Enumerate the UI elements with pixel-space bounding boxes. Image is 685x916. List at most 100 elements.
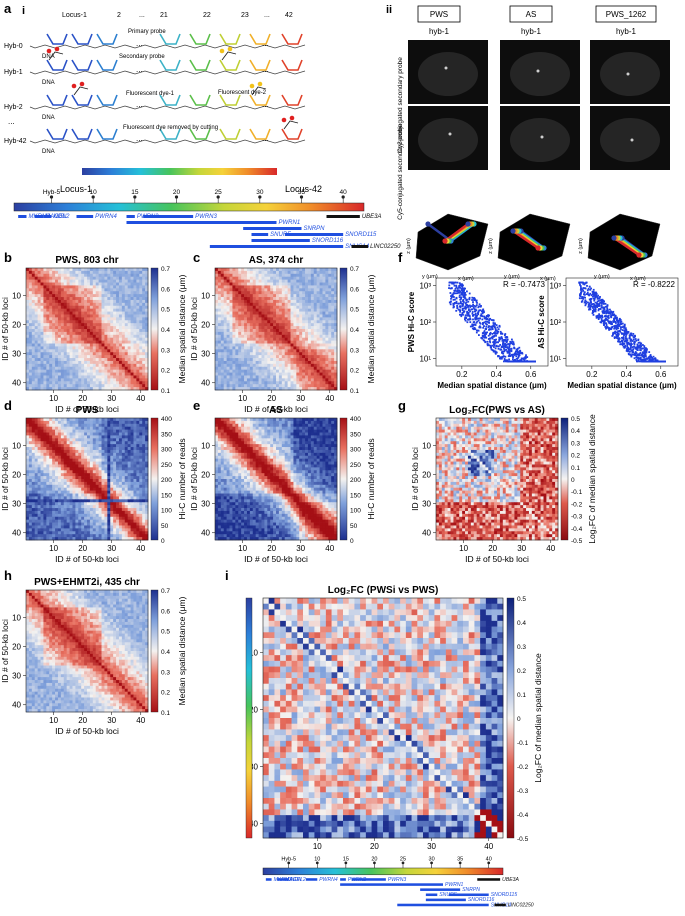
heatmap-cell bbox=[279, 283, 282, 286]
primary-probe bbox=[220, 95, 240, 105]
heatmap-cell bbox=[29, 283, 32, 286]
heatmap-cell bbox=[93, 306, 96, 309]
heatmap-cell bbox=[261, 306, 264, 309]
heatmap-cell bbox=[244, 309, 247, 312]
heatmap-cell bbox=[311, 268, 314, 271]
heatmap-cell bbox=[235, 367, 238, 370]
heatmap-cell bbox=[331, 271, 334, 274]
heatmap-cell bbox=[308, 288, 311, 291]
heatmap-cell bbox=[90, 268, 93, 271]
heatmap-cell bbox=[113, 274, 116, 277]
heatmap-cell bbox=[282, 361, 285, 364]
heatmap-cell bbox=[259, 338, 262, 341]
nucleus bbox=[418, 52, 478, 96]
heatmap-cell bbox=[296, 346, 299, 349]
heatmap-cell bbox=[139, 297, 142, 300]
heatmap-cell bbox=[107, 355, 110, 358]
heatmap-cell bbox=[61, 317, 64, 320]
heatmap-cell bbox=[35, 349, 38, 352]
heatmap-cell bbox=[264, 329, 267, 332]
heatmap-cell bbox=[328, 332, 331, 335]
y-axis-label: PWS Hi-C score bbox=[407, 291, 416, 352]
heatmap-cell bbox=[282, 309, 285, 312]
heatmap-cell bbox=[270, 314, 273, 317]
heatmap-cell bbox=[227, 297, 230, 300]
heatmap-cell bbox=[125, 373, 128, 376]
heatmap-cell bbox=[52, 352, 55, 355]
heatmap-cell bbox=[38, 303, 41, 306]
heatmap-cell bbox=[325, 320, 328, 323]
heatmap-cell bbox=[325, 355, 328, 358]
heatmap-cell bbox=[331, 384, 334, 387]
heatmap-cell bbox=[230, 285, 233, 288]
heatmap-cell bbox=[78, 323, 81, 326]
heatmap-cell bbox=[311, 358, 314, 361]
heatmap-cell bbox=[232, 335, 235, 338]
heatmap-cell bbox=[139, 373, 142, 376]
heatmap-cell bbox=[264, 346, 267, 349]
heatmap-cell bbox=[247, 361, 250, 364]
heatmap-cell bbox=[256, 352, 259, 355]
heatmap-cell bbox=[264, 335, 267, 338]
heatmap-cell bbox=[247, 277, 250, 280]
heatmap-cell bbox=[302, 291, 305, 294]
heatmap-cell bbox=[58, 271, 61, 274]
heatmap-cell bbox=[113, 314, 116, 317]
heatmap-cell bbox=[302, 326, 305, 329]
scatter-point bbox=[508, 359, 510, 361]
heatmap-cell bbox=[133, 364, 136, 367]
scatter-point bbox=[474, 324, 476, 326]
heatmap-cell bbox=[320, 367, 323, 370]
heatmap-cell bbox=[282, 320, 285, 323]
heatmap-cell bbox=[302, 381, 305, 384]
heatmap-cell bbox=[224, 338, 227, 341]
heatmap-cell bbox=[81, 280, 84, 283]
scatter-point bbox=[476, 321, 478, 323]
scatter-point bbox=[517, 357, 519, 359]
heatmap-cell bbox=[296, 294, 299, 297]
heatmap-cell bbox=[113, 297, 116, 300]
heatmap-cell bbox=[107, 346, 110, 349]
scatter-point bbox=[503, 339, 505, 341]
heatmap-cell bbox=[325, 285, 328, 288]
heatmap-cell bbox=[331, 338, 334, 341]
heatmap-cell bbox=[116, 274, 119, 277]
heatmap-cell bbox=[64, 312, 67, 315]
x-tick-label: 0.4 bbox=[491, 370, 503, 379]
heatmap-cell bbox=[232, 291, 235, 294]
heatmap-cell bbox=[26, 314, 29, 317]
heatmap-cell bbox=[46, 283, 49, 286]
heatmap-cell bbox=[273, 338, 276, 341]
heatmap-cell bbox=[238, 326, 241, 329]
primary-probe bbox=[190, 95, 210, 105]
heatmap-cell bbox=[116, 326, 119, 329]
heatmap-cell bbox=[81, 306, 84, 309]
heatmap-cell bbox=[102, 346, 105, 349]
heatmap-cell bbox=[250, 352, 253, 355]
heatmap-cell bbox=[241, 283, 244, 286]
heatmap-cell bbox=[104, 297, 107, 300]
heatmap-cell bbox=[299, 312, 302, 315]
heatmap-cell bbox=[299, 358, 302, 361]
heatmap-cell bbox=[221, 381, 224, 384]
heatmap-cell bbox=[218, 346, 221, 349]
heatmap-cell bbox=[273, 277, 276, 280]
heatmap-cell bbox=[218, 280, 221, 283]
heatmap-cell bbox=[325, 344, 328, 347]
heatmap-cell bbox=[235, 329, 238, 332]
heatmap-cell bbox=[317, 384, 320, 387]
heatmap-cell bbox=[270, 373, 273, 376]
heatmap-cell bbox=[264, 283, 267, 286]
heatmap-cell bbox=[26, 349, 29, 352]
heatmap-cell bbox=[84, 335, 87, 338]
heatmap-cell bbox=[104, 344, 107, 347]
y-tick-label: 40 bbox=[201, 379, 210, 388]
scatter-point bbox=[465, 317, 467, 319]
heatmap-cell bbox=[276, 355, 279, 358]
heatmap-cell bbox=[29, 300, 32, 303]
scatter-point bbox=[454, 302, 456, 304]
heatmap-cell bbox=[75, 314, 78, 317]
locus-tick-label: 15 bbox=[131, 189, 139, 196]
scatter-point bbox=[465, 304, 467, 306]
scatter-point bbox=[459, 296, 461, 298]
